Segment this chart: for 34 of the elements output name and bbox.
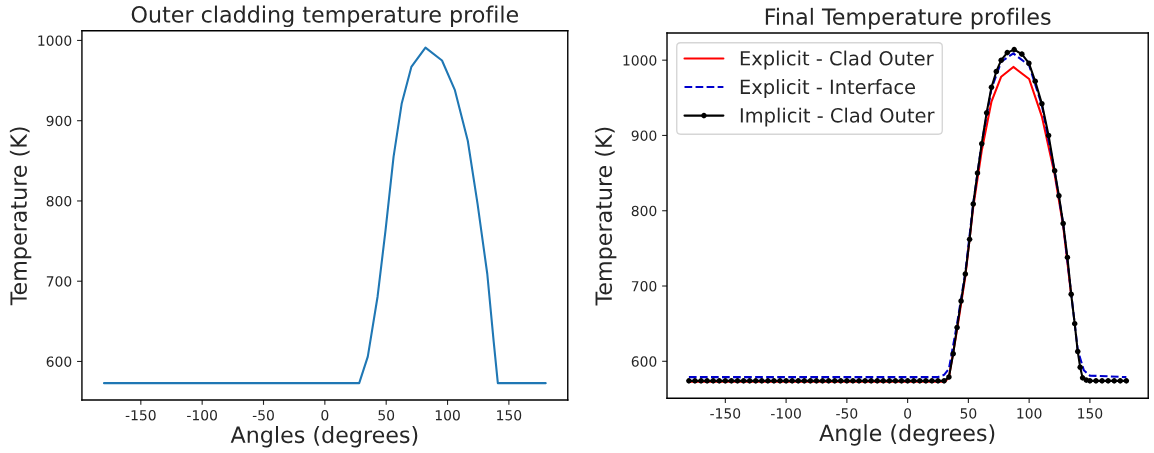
chart-title: Final Temperature profiles: [765, 7, 1051, 30]
x-tick-label: -150: [710, 408, 741, 419]
chart-title: Outer cladding temperature profile: [131, 5, 519, 28]
x-tick-label: -150: [125, 409, 156, 421]
y-tick-label: 700: [631, 280, 657, 292]
x-tick-label: 100: [1017, 408, 1042, 419]
legend-label: Implicit - Clad Outer: [740, 107, 935, 127]
y-tick-label: 800: [46, 195, 72, 207]
x-axis-title: Angle (degrees): [819, 424, 995, 446]
y-axis-title: Temperature (K): [9, 127, 32, 306]
x-axis-title: Angles (degrees): [230, 425, 418, 448]
y-tick-label: 800: [631, 205, 657, 217]
x-tick-label: 50: [960, 408, 977, 419]
legend-label: Explicit - Clad Outer: [740, 50, 934, 70]
y-tick-label: 1000: [38, 35, 72, 46]
x-tick-label: -100: [771, 408, 801, 419]
legend-label: Explicit - Interface: [740, 79, 916, 98]
y-tick-label: 900: [46, 115, 72, 127]
x-tick-label: 0: [321, 409, 329, 421]
line-series: [102, 46, 547, 385]
y-axis-title: Temperature (K): [594, 127, 617, 306]
x-tick-label: -50: [252, 409, 274, 421]
y-tick-label: 1000: [623, 55, 657, 66]
x-tick-label: 50: [378, 409, 395, 421]
y-tick-label: 600: [46, 356, 72, 367]
x-tick-label: 150: [1078, 408, 1103, 419]
x-tick-label: -50: [836, 408, 858, 419]
x-tick-label: -100: [187, 409, 217, 421]
x-tick-label: 0: [904, 408, 912, 419]
x-tick-label: 100: [435, 409, 460, 421]
y-tick-label: 600: [631, 356, 657, 367]
y-tick-label: 700: [46, 276, 72, 287]
x-tick-label: 150: [497, 409, 522, 421]
y-tick-label: 900: [631, 130, 657, 141]
